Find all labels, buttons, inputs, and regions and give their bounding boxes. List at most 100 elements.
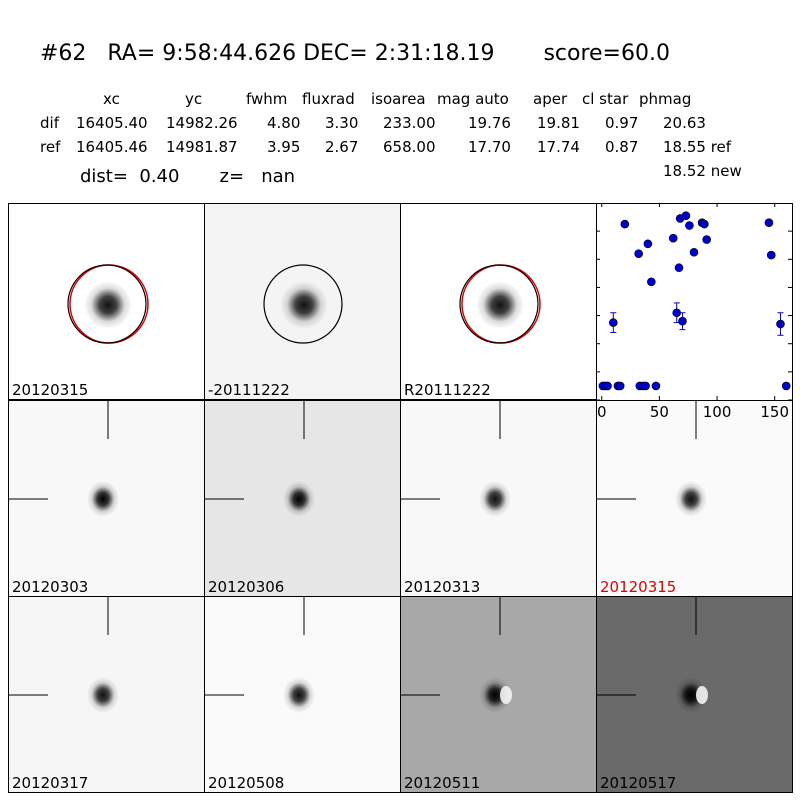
data-point: [643, 239, 653, 249]
source-blob: [675, 677, 707, 713]
data-point: [781, 381, 791, 391]
source-blob: [87, 677, 119, 713]
cutout-panel: R20111222: [400, 203, 597, 400]
data-point: [776, 319, 785, 329]
aperture-circle: [263, 264, 343, 344]
table-cell: 233.00: [383, 114, 436, 132]
cutout-panel: 20120511: [400, 596, 597, 793]
data-point: [668, 233, 678, 243]
table-cell: 14981.87: [166, 138, 238, 156]
table-cell: 18.55 ref: [663, 138, 732, 156]
source-blob: [84, 281, 132, 329]
data-point: [766, 250, 776, 260]
x-tick-label: 0: [597, 403, 607, 421]
cutout-date-label: 20120313: [404, 578, 481, 596]
cutout-date-label: 20120306: [208, 578, 285, 596]
data-point: [641, 381, 650, 391]
table-cell: 3.30: [325, 114, 359, 132]
data-point: [681, 211, 691, 220]
candidate-title: #62 RA= 9:58:44.626 DEC= 2:31:18.19 scor…: [40, 41, 670, 66]
data-point: [689, 247, 699, 257]
cutout-panel: 20120317: [8, 596, 205, 793]
data-point: [647, 277, 656, 287]
source-blob: [280, 281, 328, 329]
data-point: [700, 219, 709, 229]
table-cell: 0.87: [605, 138, 639, 156]
data-point: [603, 381, 612, 391]
data-point: [674, 263, 684, 273]
lightcurve-svg: 1920212223242526050100150: [596, 203, 793, 421]
table-col-header: cl star: [582, 90, 629, 108]
dipole-residual: [696, 686, 708, 704]
table-cell: 14982.26: [166, 114, 238, 132]
table-col-header: aper: [533, 90, 568, 108]
cutout-date-label: 20120315: [12, 381, 89, 399]
table-cell: 20.63: [663, 114, 706, 132]
table-col-header: mag auto: [437, 90, 509, 108]
cutout-image: [401, 401, 511, 517]
table-row-label: dif: [40, 114, 59, 132]
table-row-label: ref: [40, 138, 61, 156]
cutout-panel: 20120315: [8, 203, 205, 400]
cutout-date-label: -20111222: [208, 381, 290, 399]
cutout-image: [9, 401, 119, 517]
data-point: [620, 219, 630, 229]
data-point: [685, 221, 694, 230]
cutout-image: [205, 401, 315, 517]
table-col-header: isoarea: [371, 90, 426, 108]
cutout-image: [401, 597, 512, 713]
table-cell: 4.80: [267, 114, 301, 132]
data-point: [615, 381, 625, 391]
table-col-header: xc: [103, 90, 120, 108]
source-blob: [479, 481, 511, 517]
x-tick-label: 150: [760, 403, 789, 421]
source-blob: [283, 481, 315, 517]
aperture-circle: [67, 264, 147, 344]
distance-redshift-line: dist= 0.40 z= nan: [80, 166, 296, 187]
cutout-date-label: R20111222: [404, 381, 491, 399]
cutout-panel: 20120517: [596, 596, 793, 793]
source-blob: [675, 481, 707, 517]
cutout-panel: -20111222: [204, 203, 401, 400]
cutout-image: [205, 597, 315, 713]
table-cell: 658.00: [383, 138, 436, 156]
cutout-image: [67, 264, 149, 344]
cutout-image: [9, 597, 119, 713]
cutout-panel: 20120508: [204, 596, 401, 793]
cutout-image: [263, 264, 343, 344]
cutout-date-label: 20120511: [404, 774, 481, 792]
aperture-circle: [459, 264, 539, 344]
table-cell: 0.97: [605, 114, 639, 132]
table-cell: 16405.46: [76, 138, 148, 156]
source-blob: [87, 481, 119, 517]
data-point: [651, 381, 661, 391]
table-cell: 19.81: [537, 114, 580, 132]
table-col-header: fwhm: [246, 90, 288, 108]
data-point: [678, 316, 687, 326]
cutout-date-label: 20120508: [208, 774, 285, 792]
table-col-header: fluxrad: [302, 90, 355, 108]
cutout-panel: 20120303: [8, 400, 205, 597]
cutout-date-label: 20120315: [600, 578, 677, 596]
table-cell: 17.74: [537, 138, 580, 156]
plot-frame: [596, 203, 793, 401]
data-point: [608, 318, 618, 327]
cutout-panel: 20120315: [596, 400, 793, 597]
data-point: [764, 218, 774, 228]
cutout-image: [597, 401, 707, 517]
cutout-date-label: 20120303: [12, 578, 89, 596]
cutout-date-label: 20120517: [600, 774, 677, 792]
table-cell: 3.95: [267, 138, 301, 156]
source-blob: [283, 677, 315, 713]
table-cell: 16405.40: [76, 114, 148, 132]
data-point: [634, 249, 643, 258]
cutout-panel: 20120306: [204, 400, 401, 597]
lightcurve-plot: 1920212223242526050100150: [596, 203, 793, 421]
data-point: [702, 235, 711, 244]
cutout-image: [597, 597, 708, 713]
source-blob: [476, 281, 524, 329]
x-tick-label: 100: [703, 403, 732, 421]
source-blob: [479, 677, 511, 713]
dipole-residual: [500, 686, 512, 704]
table-col-header: yc: [185, 90, 203, 108]
